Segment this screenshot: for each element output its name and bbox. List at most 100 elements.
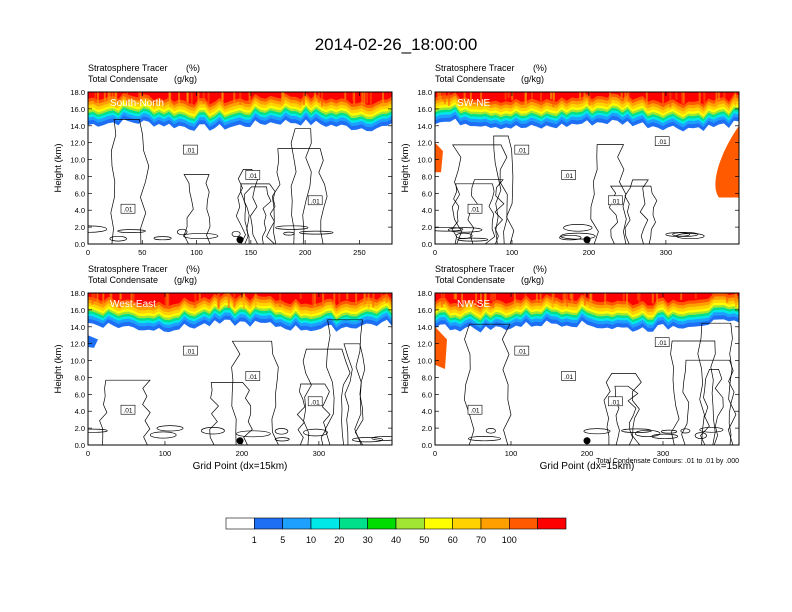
plot-area: .01 .01 .01 .01 .01 <box>435 293 739 445</box>
tracer-streak <box>167 293 170 308</box>
tracer-streak <box>139 92 142 99</box>
colorbar-swatch <box>537 517 567 530</box>
contour-label-box <box>514 345 530 356</box>
tracer-streak <box>513 293 516 309</box>
colorbar-label: 20 <box>334 535 344 545</box>
tracer-streak <box>299 293 302 300</box>
plot-area: .01 .01 .01 .01 .01 <box>435 92 739 244</box>
panel-title-units: (%) <box>533 63 547 73</box>
panel-subtitle: Total Condensate <box>88 74 158 84</box>
tracer-streak <box>363 293 366 307</box>
x-tick-label: 100 <box>505 449 518 458</box>
contour-blob <box>88 428 108 433</box>
contour-label: .01 <box>564 173 573 180</box>
panel-3: Stratosphere Tracer (%) Total Condensate (g… <box>400 264 740 472</box>
tracer-streak <box>119 293 122 300</box>
tracer-streak <box>475 293 478 303</box>
tracer-streak <box>321 92 324 107</box>
tracer-streak <box>682 92 685 104</box>
tracer-streak <box>303 92 305 105</box>
contour-label-box <box>561 371 576 381</box>
colorbar-label: 10 <box>306 535 316 545</box>
x-axis-label: Grid Point (dx=15km) <box>540 461 635 472</box>
tracer-streak <box>484 293 486 309</box>
colorbar-swatch <box>254 517 283 530</box>
y-tick-label: 16.0 <box>417 306 432 315</box>
contour-label: .01 <box>517 148 526 155</box>
contour-label-box <box>307 396 323 407</box>
y-tick-label: 6.0 <box>422 390 432 399</box>
tracer-streak <box>126 92 128 106</box>
contour-line <box>235 169 259 244</box>
contour-blob <box>88 225 108 233</box>
panel-2: Stratosphere Tracer (%) Total Condensate (g… <box>53 264 393 472</box>
contour-label-box <box>654 136 670 146</box>
tracer-streak <box>551 293 554 309</box>
tracer-streak <box>531 92 533 102</box>
contour-line <box>302 348 351 445</box>
contour-blob <box>583 428 611 435</box>
tracer-streak <box>138 92 140 98</box>
y-tick-label: 16.0 <box>70 306 85 315</box>
colorbar: 1 5 10 20 30 40 50 60 70 100 <box>225 517 567 545</box>
panel-label: NW-SE <box>457 299 490 310</box>
tracer-streak <box>317 92 320 103</box>
contour-line <box>343 343 366 445</box>
tracer-streak <box>369 92 372 107</box>
contour-label: .01 <box>611 198 620 205</box>
tracer-streak <box>440 293 443 308</box>
y-axis-label: Height (km) <box>400 143 411 192</box>
plot-frame <box>434 91 740 245</box>
contour-blob <box>457 237 489 242</box>
contour-label-box <box>514 144 530 155</box>
tracer-streak <box>562 293 565 303</box>
y-tick-label: 8.0 <box>75 373 85 382</box>
contour-line <box>624 179 649 244</box>
tracer-streak <box>550 92 552 100</box>
contour-label-box <box>120 203 136 214</box>
tracer-streak <box>91 293 94 305</box>
tracer-streak <box>638 293 641 303</box>
contour-label: .01 <box>658 340 667 347</box>
tracer-streak <box>352 92 355 101</box>
panel-subtitle: Total Condensate <box>435 275 505 285</box>
colorbar-swatch <box>452 517 482 530</box>
contour-line <box>99 379 151 445</box>
tracer-streak <box>346 293 349 300</box>
tracer-streak <box>662 92 665 105</box>
contour-label-box <box>183 345 198 356</box>
tracer-streak <box>313 293 316 307</box>
colorbar-label: 30 <box>363 535 373 545</box>
contour-line <box>614 385 639 445</box>
y-tick-label: 6.0 <box>75 390 85 399</box>
tracer-streak <box>385 293 388 303</box>
colorbar-swatch <box>282 517 312 530</box>
tracer-streak <box>624 92 627 101</box>
y-tick-label: 12.0 <box>70 139 85 148</box>
contour-label-box <box>245 170 261 180</box>
y-tick-label: 16.0 <box>417 105 432 114</box>
contour-line <box>590 144 627 244</box>
tracer-streak <box>227 293 230 309</box>
contour-blob <box>231 230 241 238</box>
tracer-streak <box>443 92 446 104</box>
tracer-streak <box>717 92 720 101</box>
y-tick-label: 10.0 <box>70 156 85 165</box>
contour-label: .01 <box>611 399 620 406</box>
tracer-streak <box>553 92 555 101</box>
contour-blob <box>621 428 652 433</box>
tracer-streak <box>93 293 96 302</box>
y-tick-label: 2.0 <box>422 424 432 433</box>
colorbar-swatch <box>310 517 340 530</box>
contour-blob <box>435 226 464 232</box>
y-tick-label: 18.0 <box>417 289 432 298</box>
colorbar-label: 100 <box>502 535 517 545</box>
tracer-streak <box>102 293 105 306</box>
contour-label: .01 <box>658 139 667 146</box>
tracer-streak <box>726 293 729 303</box>
tracer-intrusion <box>435 326 447 369</box>
tracer-streak <box>609 92 612 104</box>
y-tick-label: 2.0 <box>75 424 85 433</box>
tracer-band <box>88 293 392 306</box>
contour-line <box>244 186 272 244</box>
